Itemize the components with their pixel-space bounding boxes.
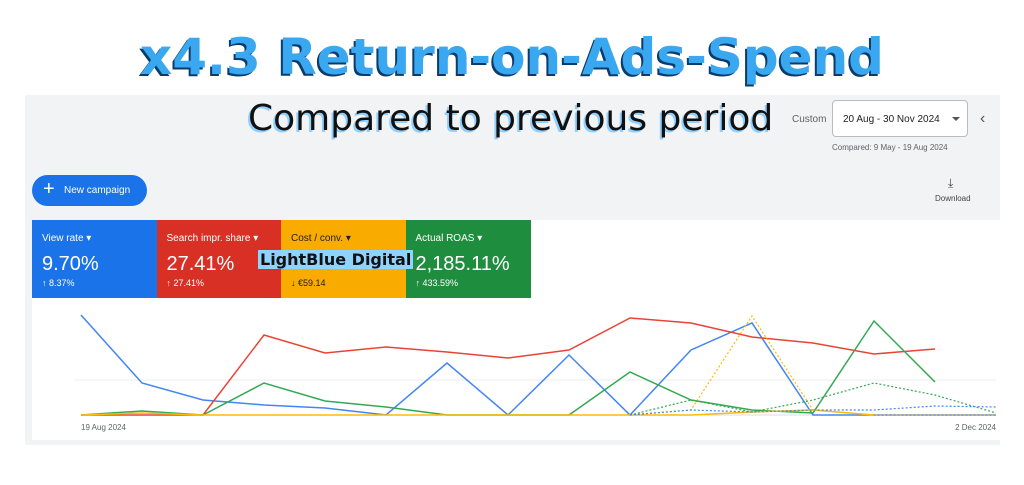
metric-card[interactable]: View rate ▾ 9.70% ↑ 8.37% [32, 220, 157, 298]
series-line [629, 382, 997, 416]
metric-card[interactable]: Actual ROAS ▾ 2,185.11% ↑ 433.59% [405, 220, 531, 298]
date-label: Custom [792, 114, 827, 125]
metric-change: ↑ 433.59% [415, 278, 459, 288]
metric-name: View rate ▾ [42, 233, 92, 244]
series-line [81, 317, 936, 416]
metric-change: ↑ 27.41% [166, 278, 205, 288]
x-tick-label: 2 Dec 2024 [955, 423, 996, 432]
series-line [80, 314, 996, 417]
download-icon[interactable]: ⤓ [948, 176, 954, 190]
x-tick-label: 19 Aug 2024 [81, 423, 126, 432]
series-line [80, 409, 875, 416]
series-line [629, 314, 996, 416]
metric-name: Actual ROAS ▾ [415, 233, 483, 244]
subheadline: Compared to previous period [248, 98, 774, 139]
watermark: LightBlue Digital [258, 250, 414, 269]
download-label[interactable]: Download [935, 194, 971, 203]
button-label: New campaign [64, 185, 131, 196]
metric-value: 27.41% [166, 253, 235, 275]
metric-change: ↑ 8.37% [42, 278, 75, 288]
date-value[interactable]: 20 Aug - 30 Nov 2024 [843, 114, 940, 125]
headline: x4.3 Return-on-Ads-Spend [140, 28, 884, 86]
metric-value: 2,185.11% [415, 253, 510, 275]
prev-arrow[interactable]: ‹ [980, 110, 986, 127]
series-line [629, 405, 997, 416]
metric-value: 9.70% [42, 253, 99, 275]
metric-name: Cost / conv. ▾ [291, 233, 351, 244]
dropdown-icon [952, 117, 960, 121]
date-picker[interactable] [832, 100, 968, 137]
metric-change: ↓ €59.14 [291, 278, 326, 288]
metric-name: Search impr. share ▾ [166, 233, 259, 244]
new-campaign-button[interactable]: + New campaign [32, 175, 147, 206]
compared-range: Compared: 9 May - 19 Aug 2024 [832, 143, 948, 152]
